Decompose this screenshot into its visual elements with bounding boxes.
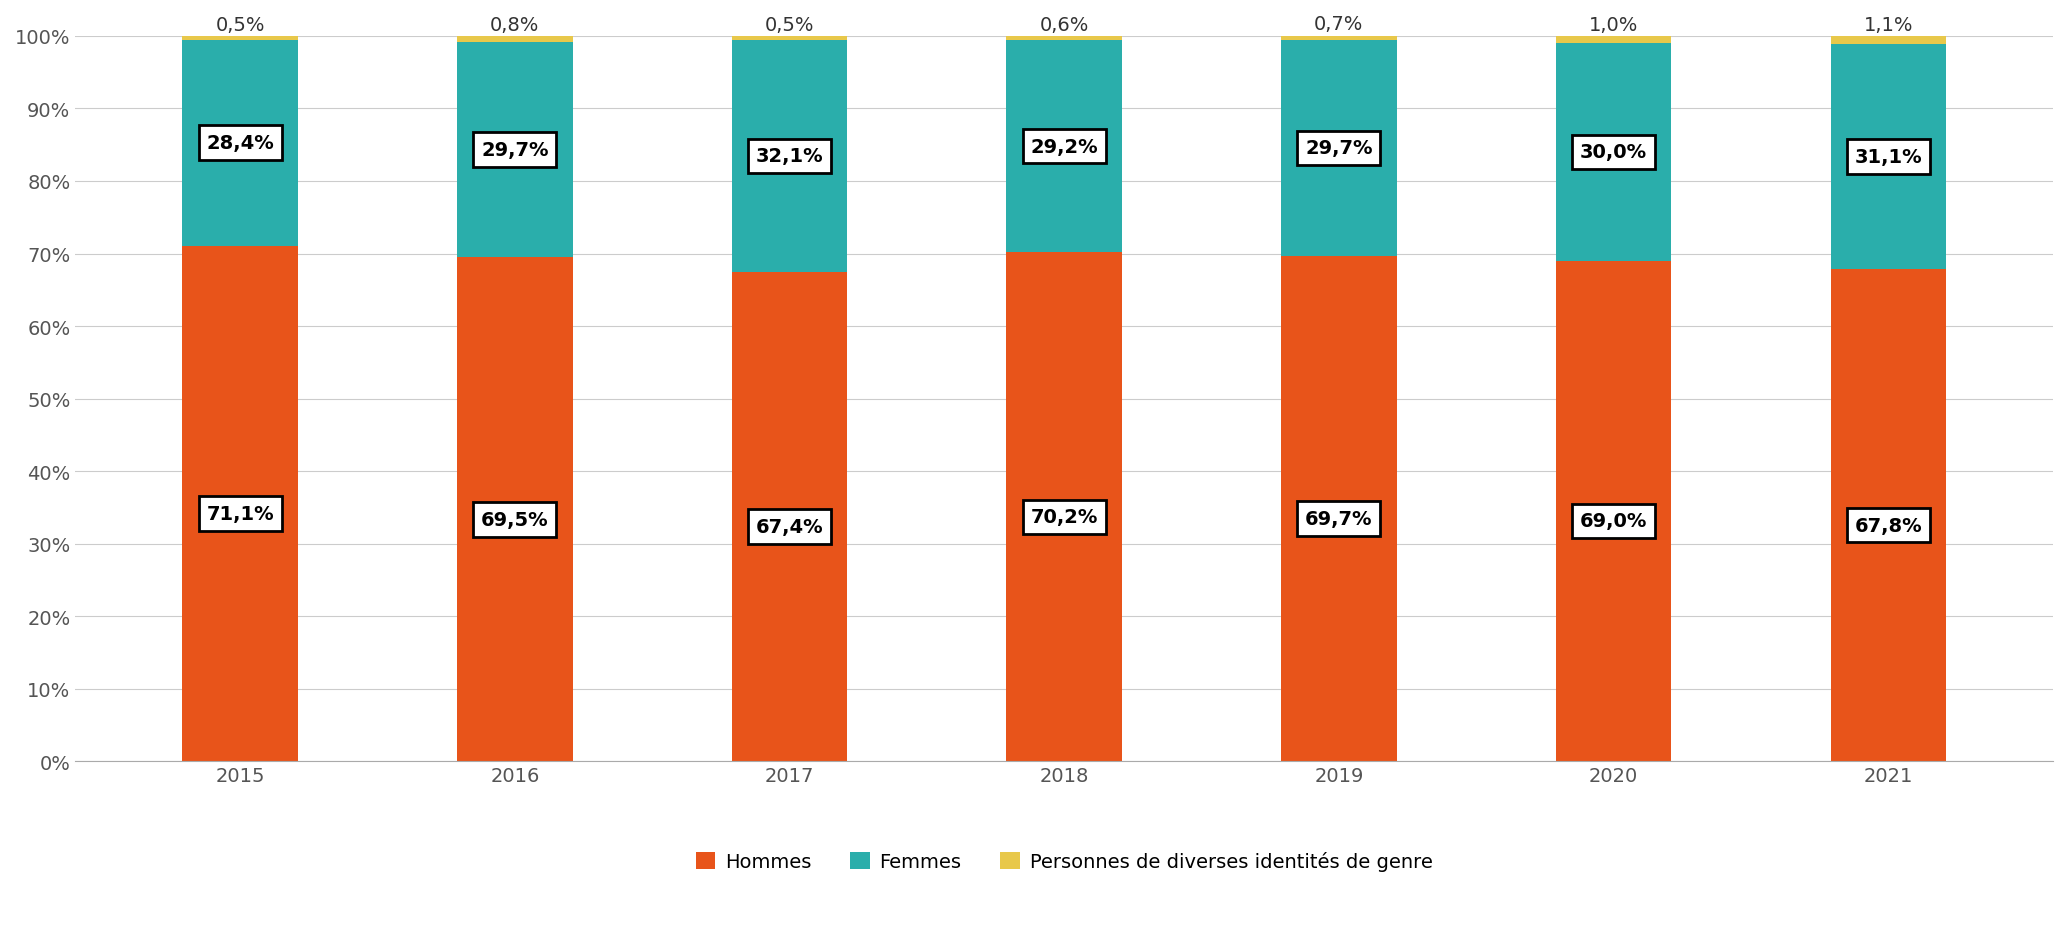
Bar bbox=[1282, 36, 1396, 41]
Bar bbox=[1830, 45, 1946, 270]
Text: 29,2%: 29,2% bbox=[1030, 137, 1098, 156]
Bar bbox=[1007, 37, 1121, 41]
Bar bbox=[1282, 256, 1396, 762]
Text: 30,0%: 30,0% bbox=[1580, 144, 1646, 162]
Text: 69,5%: 69,5% bbox=[482, 510, 548, 529]
Text: 0,7%: 0,7% bbox=[1313, 15, 1363, 34]
Text: 67,4%: 67,4% bbox=[755, 518, 823, 537]
Text: 0,5%: 0,5% bbox=[215, 16, 265, 34]
Text: 1,0%: 1,0% bbox=[1588, 16, 1638, 34]
Text: 70,2%: 70,2% bbox=[1030, 507, 1098, 526]
Text: 31,1%: 31,1% bbox=[1855, 148, 1921, 167]
Text: 0,6%: 0,6% bbox=[1040, 16, 1090, 34]
Bar bbox=[457, 43, 573, 258]
Text: 29,7%: 29,7% bbox=[482, 141, 548, 160]
Bar bbox=[457, 37, 573, 43]
Text: 0,5%: 0,5% bbox=[765, 16, 815, 34]
Bar bbox=[1007, 253, 1121, 762]
Text: 29,7%: 29,7% bbox=[1305, 139, 1373, 158]
Bar bbox=[1830, 270, 1946, 762]
Bar bbox=[1555, 262, 1671, 762]
Bar bbox=[457, 258, 573, 762]
Bar bbox=[732, 273, 848, 762]
Bar bbox=[1282, 41, 1396, 256]
Legend: Hommes, Femmes, Personnes de diverses identités de genre: Hommes, Femmes, Personnes de diverses id… bbox=[689, 843, 1439, 879]
Bar bbox=[1555, 37, 1671, 44]
Bar bbox=[182, 41, 298, 247]
Bar bbox=[732, 41, 848, 273]
Bar bbox=[1007, 41, 1121, 253]
Text: 71,1%: 71,1% bbox=[207, 505, 273, 524]
Text: 32,1%: 32,1% bbox=[755, 148, 823, 167]
Text: 69,0%: 69,0% bbox=[1580, 512, 1648, 531]
Bar bbox=[182, 37, 298, 41]
Bar bbox=[182, 247, 298, 762]
Text: 67,8%: 67,8% bbox=[1855, 516, 1921, 535]
Bar bbox=[1830, 37, 1946, 45]
Text: 0,8%: 0,8% bbox=[490, 16, 540, 34]
Text: 28,4%: 28,4% bbox=[207, 134, 275, 153]
Text: 69,7%: 69,7% bbox=[1305, 509, 1373, 528]
Text: 1,1%: 1,1% bbox=[1863, 16, 1913, 34]
Bar bbox=[732, 37, 848, 41]
Bar bbox=[1555, 44, 1671, 262]
